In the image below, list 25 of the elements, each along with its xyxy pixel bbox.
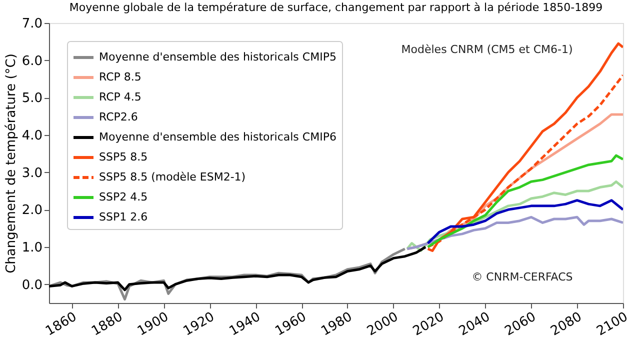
y-tick-label: 6.0 bbox=[22, 54, 42, 69]
legend-label: RCP 8.5 bbox=[99, 70, 142, 84]
legend-label: SSP5 8.5 (modèle ESM2-1) bbox=[99, 170, 246, 184]
chart-title: Moyenne globale de la température de surface, changement par rapport à la période 1850-1899 bbox=[69, 1, 603, 14]
annotation: © CNRM-CERFACS bbox=[472, 270, 573, 284]
legend-label: RCP 4.5 bbox=[99, 90, 142, 104]
legend-label: RCP2.6 bbox=[99, 110, 138, 124]
y-tick-label: 2.0 bbox=[22, 203, 42, 218]
legend-label: SSP5 8.5 bbox=[99, 150, 148, 164]
legend-label: Moyenne d'ensemble des historicals CMIP5 bbox=[99, 50, 336, 64]
y-tick-label: 5.0 bbox=[22, 91, 42, 106]
y-axis-title: Changement de température (°C) bbox=[4, 54, 19, 274]
y-tick-label: 0.0 bbox=[22, 278, 42, 293]
line-series bbox=[406, 216, 623, 250]
y-tick-label: 4.0 bbox=[22, 128, 42, 144]
line-series bbox=[49, 246, 427, 292]
annotation: Modèles CNRM (CM5 et CM6-1) bbox=[401, 42, 573, 56]
line-series bbox=[426, 199, 623, 245]
legend-label: SSP1 2.6 bbox=[99, 210, 148, 224]
y-tick-label: 1.0 bbox=[22, 240, 42, 256]
line-series bbox=[426, 154, 623, 248]
legend-label: Moyenne d'ensemble des historicals CMIP6 bbox=[99, 130, 336, 144]
y-tick-label: 7.0 bbox=[22, 16, 42, 32]
legend-label: SSP2 4.5 bbox=[99, 190, 148, 204]
y-tick-label: 3.0 bbox=[22, 166, 42, 181]
